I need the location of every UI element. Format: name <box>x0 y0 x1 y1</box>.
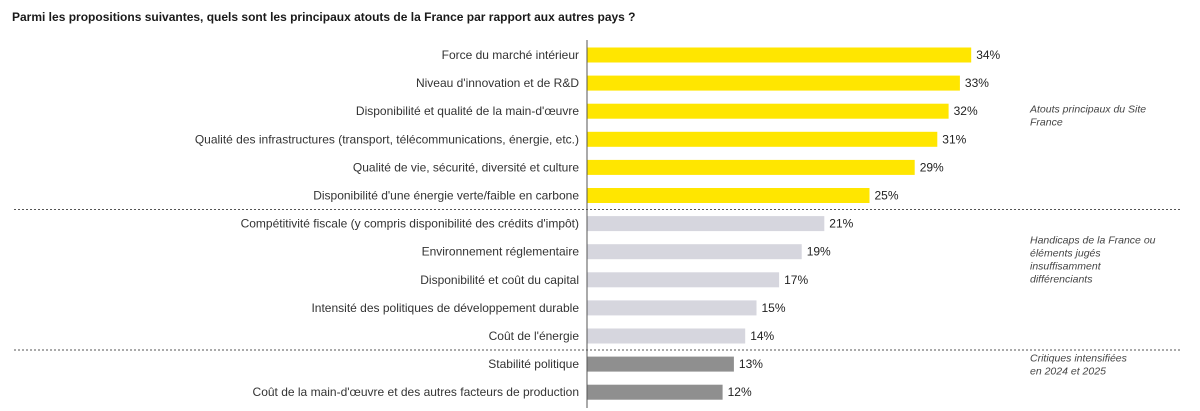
category-label-4: Qualité de vie, sécurité, diversité et c… <box>353 160 579 174</box>
category-label-12: Coût de la main-d'œuvre et des autres fa… <box>253 385 579 399</box>
value-label-10: 14% <box>750 329 774 343</box>
value-label-1: 33% <box>965 76 989 90</box>
value-label-8: 17% <box>784 273 808 287</box>
bar-3 <box>587 131 938 147</box>
category-label-1: Niveau d'innovation et de R&D <box>416 76 579 90</box>
bars-layer <box>587 47 972 400</box>
group-labels-layer: Atouts principaux du Site France Handicaps… <box>1029 104 1156 378</box>
value-label-2: 32% <box>954 104 978 118</box>
bar-11 <box>587 356 734 372</box>
group-label-2: Critiques intensifiées en 2024 et 2025 <box>1030 353 1128 378</box>
category-label-0: Force du marché intérieur <box>442 48 579 62</box>
category-label-9: Intensité des politiques de développemen… <box>311 301 579 315</box>
value-label-0: 34% <box>976 48 1000 62</box>
value-label-12: 12% <box>728 385 752 399</box>
category-label-7: Environnement réglementaire <box>422 245 580 259</box>
value-label-6: 21% <box>829 217 853 231</box>
bar-7 <box>587 244 802 260</box>
group-label-1: Handicaps de la France ou éléments jugés i… <box>1030 235 1156 286</box>
bar-10 <box>587 328 746 344</box>
category-label-2: Disponibilité et qualité de la main-d'œu… <box>356 104 579 118</box>
labels-layer: Force du marché intérieur 34% Niveau d'inn… <box>195 48 1001 399</box>
category-label-11: Stabilité politique <box>488 357 579 371</box>
category-label-10: Coût de l'énergie <box>489 329 580 343</box>
category-label-6: Compétitivité fiscale (y compris disponi… <box>241 217 579 231</box>
bar-8 <box>587 272 780 288</box>
bar-0 <box>587 47 972 63</box>
group-label-0: Atouts principaux du Site France <box>1029 104 1146 129</box>
category-label-5: Disponibilité d'une énergie verte/faible… <box>313 189 579 203</box>
chart-title: Parmi les propositions suivantes, quels … <box>12 10 636 24</box>
value-label-7: 19% <box>807 245 831 259</box>
value-label-5: 25% <box>875 189 899 203</box>
value-label-9: 15% <box>762 301 786 315</box>
value-label-3: 31% <box>942 132 966 146</box>
bar-9 <box>587 300 757 316</box>
value-label-4: 29% <box>920 160 944 174</box>
bar-12 <box>587 384 723 400</box>
bar-5 <box>587 188 870 203</box>
category-label-8: Disponibilité et coût du capital <box>420 273 579 287</box>
bar-2 <box>587 103 949 119</box>
bar-4 <box>587 159 915 175</box>
bar-1 <box>587 75 960 91</box>
category-label-3: Qualité des infrastructures (transport, … <box>195 132 579 146</box>
bar-6 <box>587 216 825 232</box>
value-label-11: 13% <box>739 357 763 371</box>
